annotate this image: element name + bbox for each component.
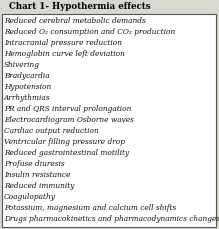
Text: Electrocardiogram Osborne waves: Electrocardiogram Osborne waves [4, 115, 134, 123]
Text: Drugs pharmacokinetics and pharmacodynamics changes: Drugs pharmacokinetics and pharmacodynam… [4, 214, 219, 222]
Text: Shivering: Shivering [4, 61, 40, 69]
FancyBboxPatch shape [2, 15, 216, 227]
Text: Hypotension: Hypotension [4, 83, 51, 91]
Text: PR and QRS interval prolongation: PR and QRS interval prolongation [4, 105, 131, 112]
Text: Chart 1- Hypothermia effects: Chart 1- Hypothermia effects [9, 2, 150, 11]
Text: Hemoglobin curve left deviation: Hemoglobin curve left deviation [4, 50, 125, 58]
Text: Profuse diuresis: Profuse diuresis [4, 159, 65, 167]
Text: Arrhythmias: Arrhythmias [4, 94, 51, 101]
Text: Reduced immunity: Reduced immunity [4, 181, 74, 189]
Text: Ventricular filling pressure drop: Ventricular filling pressure drop [4, 137, 125, 145]
Text: Coagulopathy: Coagulopathy [4, 192, 56, 200]
Text: Reduced O₂ consumption and CO₂ production: Reduced O₂ consumption and CO₂ productio… [4, 28, 175, 36]
Text: Potassium, magnesium and calcium cell shifts: Potassium, magnesium and calcium cell sh… [4, 203, 176, 211]
Text: Bradycardia: Bradycardia [4, 72, 50, 80]
Text: Reduced gastrointestinal motility: Reduced gastrointestinal motility [4, 148, 129, 156]
Text: Intracranial pressure reduction: Intracranial pressure reduction [4, 39, 122, 47]
Text: Cardiac output reduction: Cardiac output reduction [4, 126, 99, 134]
Text: Insulin resistance: Insulin resistance [4, 170, 70, 178]
Text: Reduced cerebral metabolic demands: Reduced cerebral metabolic demands [4, 17, 146, 25]
